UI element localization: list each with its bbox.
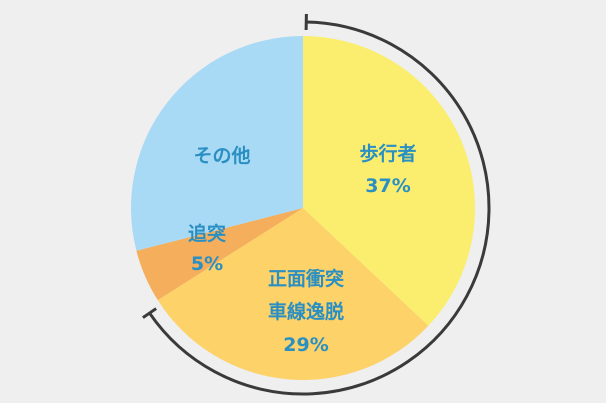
slice-other	[130, 36, 303, 251]
slice-pedestrian	[303, 36, 475, 326]
pie-slices	[130, 36, 475, 380]
pie-bracket	[142, 14, 491, 396]
slice-rear-end	[136, 208, 303, 301]
slice-label-other: その他	[193, 144, 250, 167]
slice-label-head-on-line1: 正面衝突	[268, 267, 344, 290]
slice-head-on	[157, 208, 429, 380]
slice-label-rear-end: 追突	[188, 222, 226, 245]
pie-labels: 歩行者 37% 正面衝突 車線逸脱 29% 追突 5% その他	[188, 142, 417, 356]
bracket-tick-end	[142, 307, 157, 319]
slice-value-pedestrian: 37%	[365, 175, 410, 197]
slice-value-head-on: 29%	[283, 334, 328, 356]
slice-label-pedestrian: 歩行者	[359, 142, 416, 165]
slice-value-rear-end: 5%	[191, 253, 223, 275]
slice-label-head-on-line2: 車線逸脱	[268, 300, 344, 323]
bracket-arc	[148, 20, 491, 396]
